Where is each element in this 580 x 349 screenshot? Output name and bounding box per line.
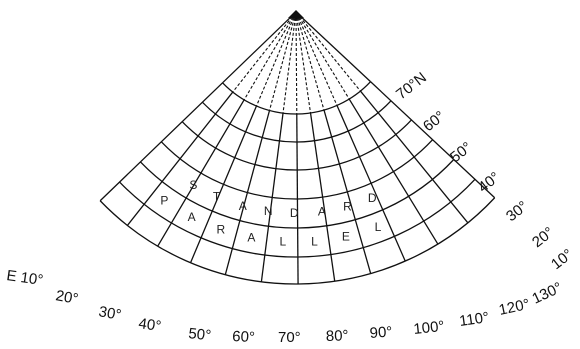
- longitude-label: E 10°: [5, 267, 44, 289]
- meridian-polar-segment: [232, 16, 293, 93]
- meridian-polar-segment: [298, 16, 350, 100]
- longitude-label: 110°: [458, 309, 490, 330]
- standard-parallel-letter: A: [239, 199, 247, 213]
- meridian-polar-segment: [299, 15, 371, 83]
- standard-parallel-letter: A: [318, 204, 326, 218]
- pole-apex: [288, 10, 304, 18]
- standard-parallel-letter: L: [279, 235, 286, 249]
- graticule: [99, 10, 496, 285]
- standard-parallel-letter: S: [189, 178, 197, 192]
- standard-word: S T A N D A R D: [189, 178, 377, 220]
- meridian-polar-segment: [255, 17, 295, 107]
- longitude-label: 80°: [326, 327, 349, 344]
- longitude-label: 50°: [188, 325, 212, 344]
- meridian-polar-segment: [297, 17, 338, 106]
- longitude-label: 100°: [413, 318, 446, 338]
- standard-parallel-letter: A: [188, 210, 196, 224]
- meridian-polar-segment: [295, 17, 298, 115]
- latitude-label: 10°: [548, 246, 576, 273]
- standard-parallel-letter: A: [247, 231, 255, 245]
- parallel-arc: [160, 139, 434, 200]
- standard-parallel-letter: L: [375, 220, 382, 234]
- standard-parallel-letter: E: [342, 230, 350, 244]
- parallel-arc: [201, 100, 392, 143]
- parallel-arc: [99, 197, 496, 285]
- meridian-polar-segment: [282, 17, 296, 114]
- longitude-label: 90°: [369, 323, 393, 342]
- latitude-label: 70°N: [393, 69, 430, 103]
- parallel-arc: [222, 81, 371, 115]
- meridian-polar-segment: [243, 16, 294, 101]
- latitude-label: 40°: [475, 169, 503, 196]
- standard-parallel-letter: T: [213, 190, 221, 204]
- longitude-label: 60°: [232, 328, 256, 344]
- meridian-polar-segment: [299, 16, 361, 92]
- parallel-arc: [181, 119, 412, 171]
- longitude-label: 70°: [278, 329, 301, 344]
- standard-parallel-letter: P: [160, 194, 168, 208]
- standard-parallel-letter: L: [311, 234, 318, 248]
- meridian-polar-segment: [296, 17, 312, 114]
- longitude-label: 130°: [530, 279, 565, 308]
- longitude-label: 20°: [54, 287, 79, 308]
- longitude-label: 40°: [137, 315, 162, 335]
- latitude-label: 20°: [529, 224, 557, 251]
- meridian-polar-segment: [268, 17, 295, 111]
- parallel-arc: [119, 178, 476, 258]
- latitude-label: 30°: [503, 198, 531, 225]
- meridian-polar-segment: [297, 17, 325, 111]
- standard-parallel-letter: D: [290, 206, 299, 220]
- standard-parallel-letter: N: [264, 204, 273, 218]
- meridian-polar-segment: [222, 15, 293, 84]
- longitude-label: 120°: [497, 296, 531, 319]
- latitude-labels: 70°N60°50°40°30°20°10°: [393, 69, 576, 273]
- longitude-labels: E 10° 20° 30° 40° 50° 60° 70° 80° 90° 100° 110° 120…: [5, 267, 565, 346]
- standard-parallel-letter: R: [343, 199, 352, 213]
- standard-parallel-letter: D: [368, 191, 377, 205]
- longitude-label: 30°: [97, 303, 122, 324]
- parallel-arc: [140, 159, 455, 229]
- standard-parallel-letter: R: [216, 222, 225, 236]
